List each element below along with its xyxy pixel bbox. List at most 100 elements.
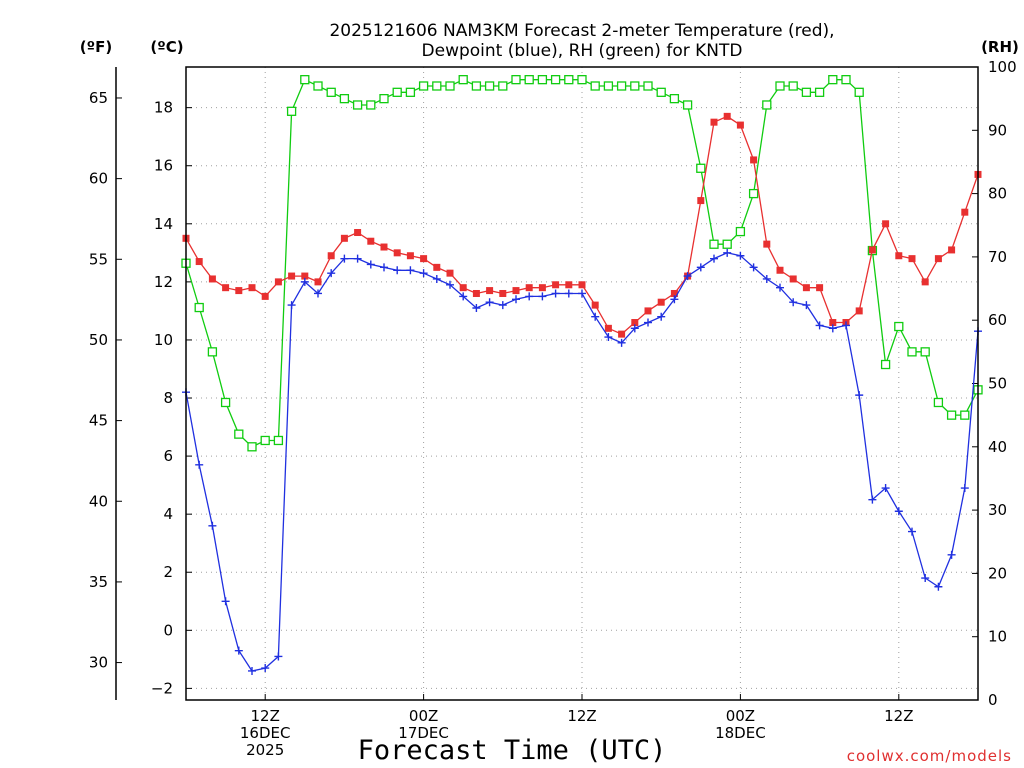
- dewpoint-point: [828, 324, 837, 333]
- fahrenheit-tick-label: 40: [89, 492, 108, 510]
- rh-tick-label: 50: [988, 375, 1007, 393]
- temperature-point: [908, 255, 916, 263]
- fahrenheit-tick-label: 50: [89, 331, 108, 349]
- temperature-point: [829, 319, 837, 327]
- temperature-point: [921, 278, 929, 286]
- dewpoint-point: [551, 289, 560, 298]
- temperature-point: [288, 272, 296, 280]
- temperature-point: [393, 249, 401, 257]
- celsius-tick-label: −2: [151, 679, 173, 697]
- rh-point: [366, 100, 376, 110]
- x-tick-label: 00Z: [409, 707, 438, 725]
- rh-point: [194, 302, 204, 313]
- dewpoint-point: [815, 321, 824, 330]
- temperature-point: [789, 275, 797, 283]
- celsius-tick-label: 14: [154, 215, 173, 233]
- chart-title-line-1: 2025121606 NAM3KM Forecast 2-meter Tempe…: [329, 21, 834, 41]
- temperature-point: [433, 263, 441, 271]
- fahrenheit-axis-label: (ºF): [80, 38, 112, 56]
- dewpoint-point: [564, 289, 573, 298]
- rh-point: [379, 94, 389, 104]
- rh-point: [260, 435, 270, 446]
- x-tick-label: 12Z: [884, 707, 913, 725]
- rh-point: [960, 410, 970, 420]
- celsius-axis-label: (ºC): [150, 38, 183, 56]
- temperature-point: [776, 266, 784, 274]
- rh-point: [550, 75, 561, 85]
- rh-point: [537, 75, 548, 85]
- credit-label: coolwx.com/models: [847, 747, 1012, 765]
- temperature-point: [670, 289, 678, 297]
- temperature-point: [406, 252, 414, 260]
- temperature-point: [604, 324, 612, 332]
- temperature-point: [565, 281, 573, 289]
- rh-point: [682, 100, 693, 110]
- rh-point: [748, 188, 759, 199]
- rh-point: [247, 442, 257, 452]
- x-tick-label: 17DEC: [398, 724, 449, 742]
- temperature-point: [459, 284, 467, 292]
- temperature-point: [354, 229, 362, 237]
- rh-point: [564, 75, 574, 85]
- rh-point: [762, 100, 772, 110]
- dewpoint-point: [868, 495, 877, 504]
- temperature-point: [446, 269, 454, 277]
- temperature-point: [552, 281, 560, 289]
- rh-point: [603, 81, 614, 91]
- temperature-point: [499, 289, 507, 297]
- rh-point: [630, 81, 640, 91]
- temperature-point: [261, 292, 269, 300]
- fahrenheit-tick-label: 30: [89, 654, 108, 672]
- rh-point: [696, 163, 706, 173]
- rh-point: [946, 410, 957, 420]
- dewpoint-point: [670, 295, 679, 304]
- rh-point: [339, 94, 350, 104]
- temperature-point: [248, 284, 256, 292]
- fahrenheit-tick-label: 45: [89, 412, 108, 430]
- temperature-point: [472, 289, 480, 297]
- dewpoint-point: [683, 272, 692, 281]
- rh-point: [616, 81, 627, 91]
- x-tick-label: 2025: [246, 741, 284, 759]
- rh-tick-label: 70: [988, 248, 1007, 266]
- temperature-point: [723, 112, 731, 120]
- dewpoint-point: [472, 304, 481, 313]
- axes: 30 35 40 45 50 55 60 65 −2 0 2 4 6 8 10 12 14 16 18 0 10 20 30…: [89, 58, 1017, 759]
- dewpoint-point: [498, 301, 507, 310]
- dewpoint-point: [314, 289, 322, 298]
- rh-tick-label: 40: [988, 438, 1007, 456]
- x-axis-title: Forecast Time (UTC): [358, 735, 667, 766]
- rh-point: [326, 87, 336, 97]
- temperature-point: [525, 284, 533, 292]
- dewpoint-point: [261, 664, 270, 673]
- temperature-point: [948, 246, 956, 254]
- celsius-tick-label: 2: [163, 563, 173, 581]
- rh-point: [445, 81, 455, 91]
- x-tick-label: 00Z: [726, 707, 755, 725]
- celsius-tick-label: 12: [154, 273, 173, 291]
- temperature-point: [340, 234, 348, 242]
- dewpoint-point: [802, 301, 811, 310]
- temperature-point: [961, 208, 969, 216]
- rh-point: [735, 226, 746, 237]
- dewpoint-point: [446, 280, 454, 289]
- dewpoint-point: [630, 324, 639, 333]
- dewpoint-point: [578, 289, 586, 298]
- temperature-point: [855, 307, 863, 315]
- rh-point: [775, 81, 785, 91]
- dewpoint-point: [934, 582, 943, 591]
- temperature-point: [644, 307, 652, 315]
- dewpoint-point: [221, 597, 230, 606]
- temperature-point: [736, 121, 744, 129]
- dewpoint-line: [185, 252, 979, 672]
- dewpoint-point: [287, 301, 296, 310]
- dewpoint-point: [485, 298, 494, 307]
- dewpoint-point: [881, 484, 890, 493]
- celsius-tick-label: 4: [163, 505, 173, 523]
- fahrenheit-tick-label: 55: [89, 250, 108, 268]
- temperature-point: [618, 330, 626, 338]
- rh-point: [907, 347, 917, 357]
- celsius-tick-label: 8: [163, 389, 173, 407]
- dewpoint-point: [696, 263, 705, 272]
